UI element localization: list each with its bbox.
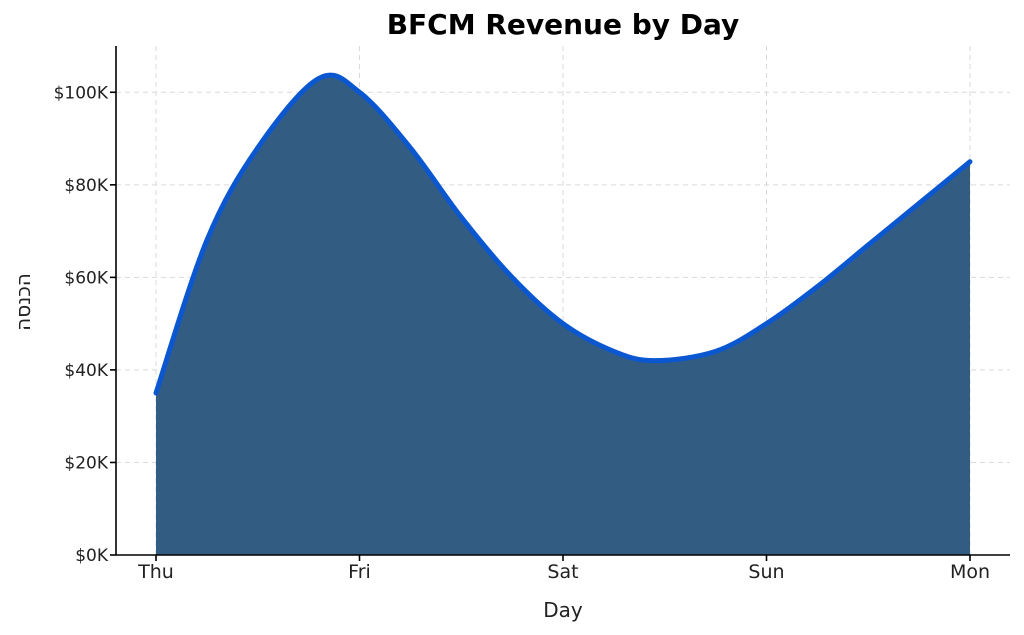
x-tick-label: Thu (137, 561, 174, 583)
y-tick-label: $100K (54, 83, 109, 103)
y-tick-label: $80K (64, 176, 108, 196)
chart-title: BFCM Revenue by Day (387, 8, 740, 41)
y-tick-label: $40K (64, 361, 108, 381)
x-tick-labels: Thu Fri Sat Sun Mon (137, 561, 990, 583)
x-tick-label: Sat (547, 561, 578, 583)
revenue-area-fill (156, 75, 970, 556)
y-tick-label: $20K (64, 453, 108, 473)
x-axis-label: Day (543, 598, 583, 622)
y-axis-label: הכנסה (11, 273, 35, 331)
x-tick-label: Fri (348, 561, 371, 583)
x-tick-label: Sun (748, 561, 784, 583)
x-tick-label: Mon (950, 561, 990, 583)
axes (110, 46, 1010, 561)
y-tick-label: $0K (75, 546, 109, 566)
y-tick-label: $60K (64, 268, 108, 288)
y-tick-labels: $0K $20K $40K $60K $80K $100K (54, 83, 109, 566)
revenue-line (153, 72, 973, 396)
